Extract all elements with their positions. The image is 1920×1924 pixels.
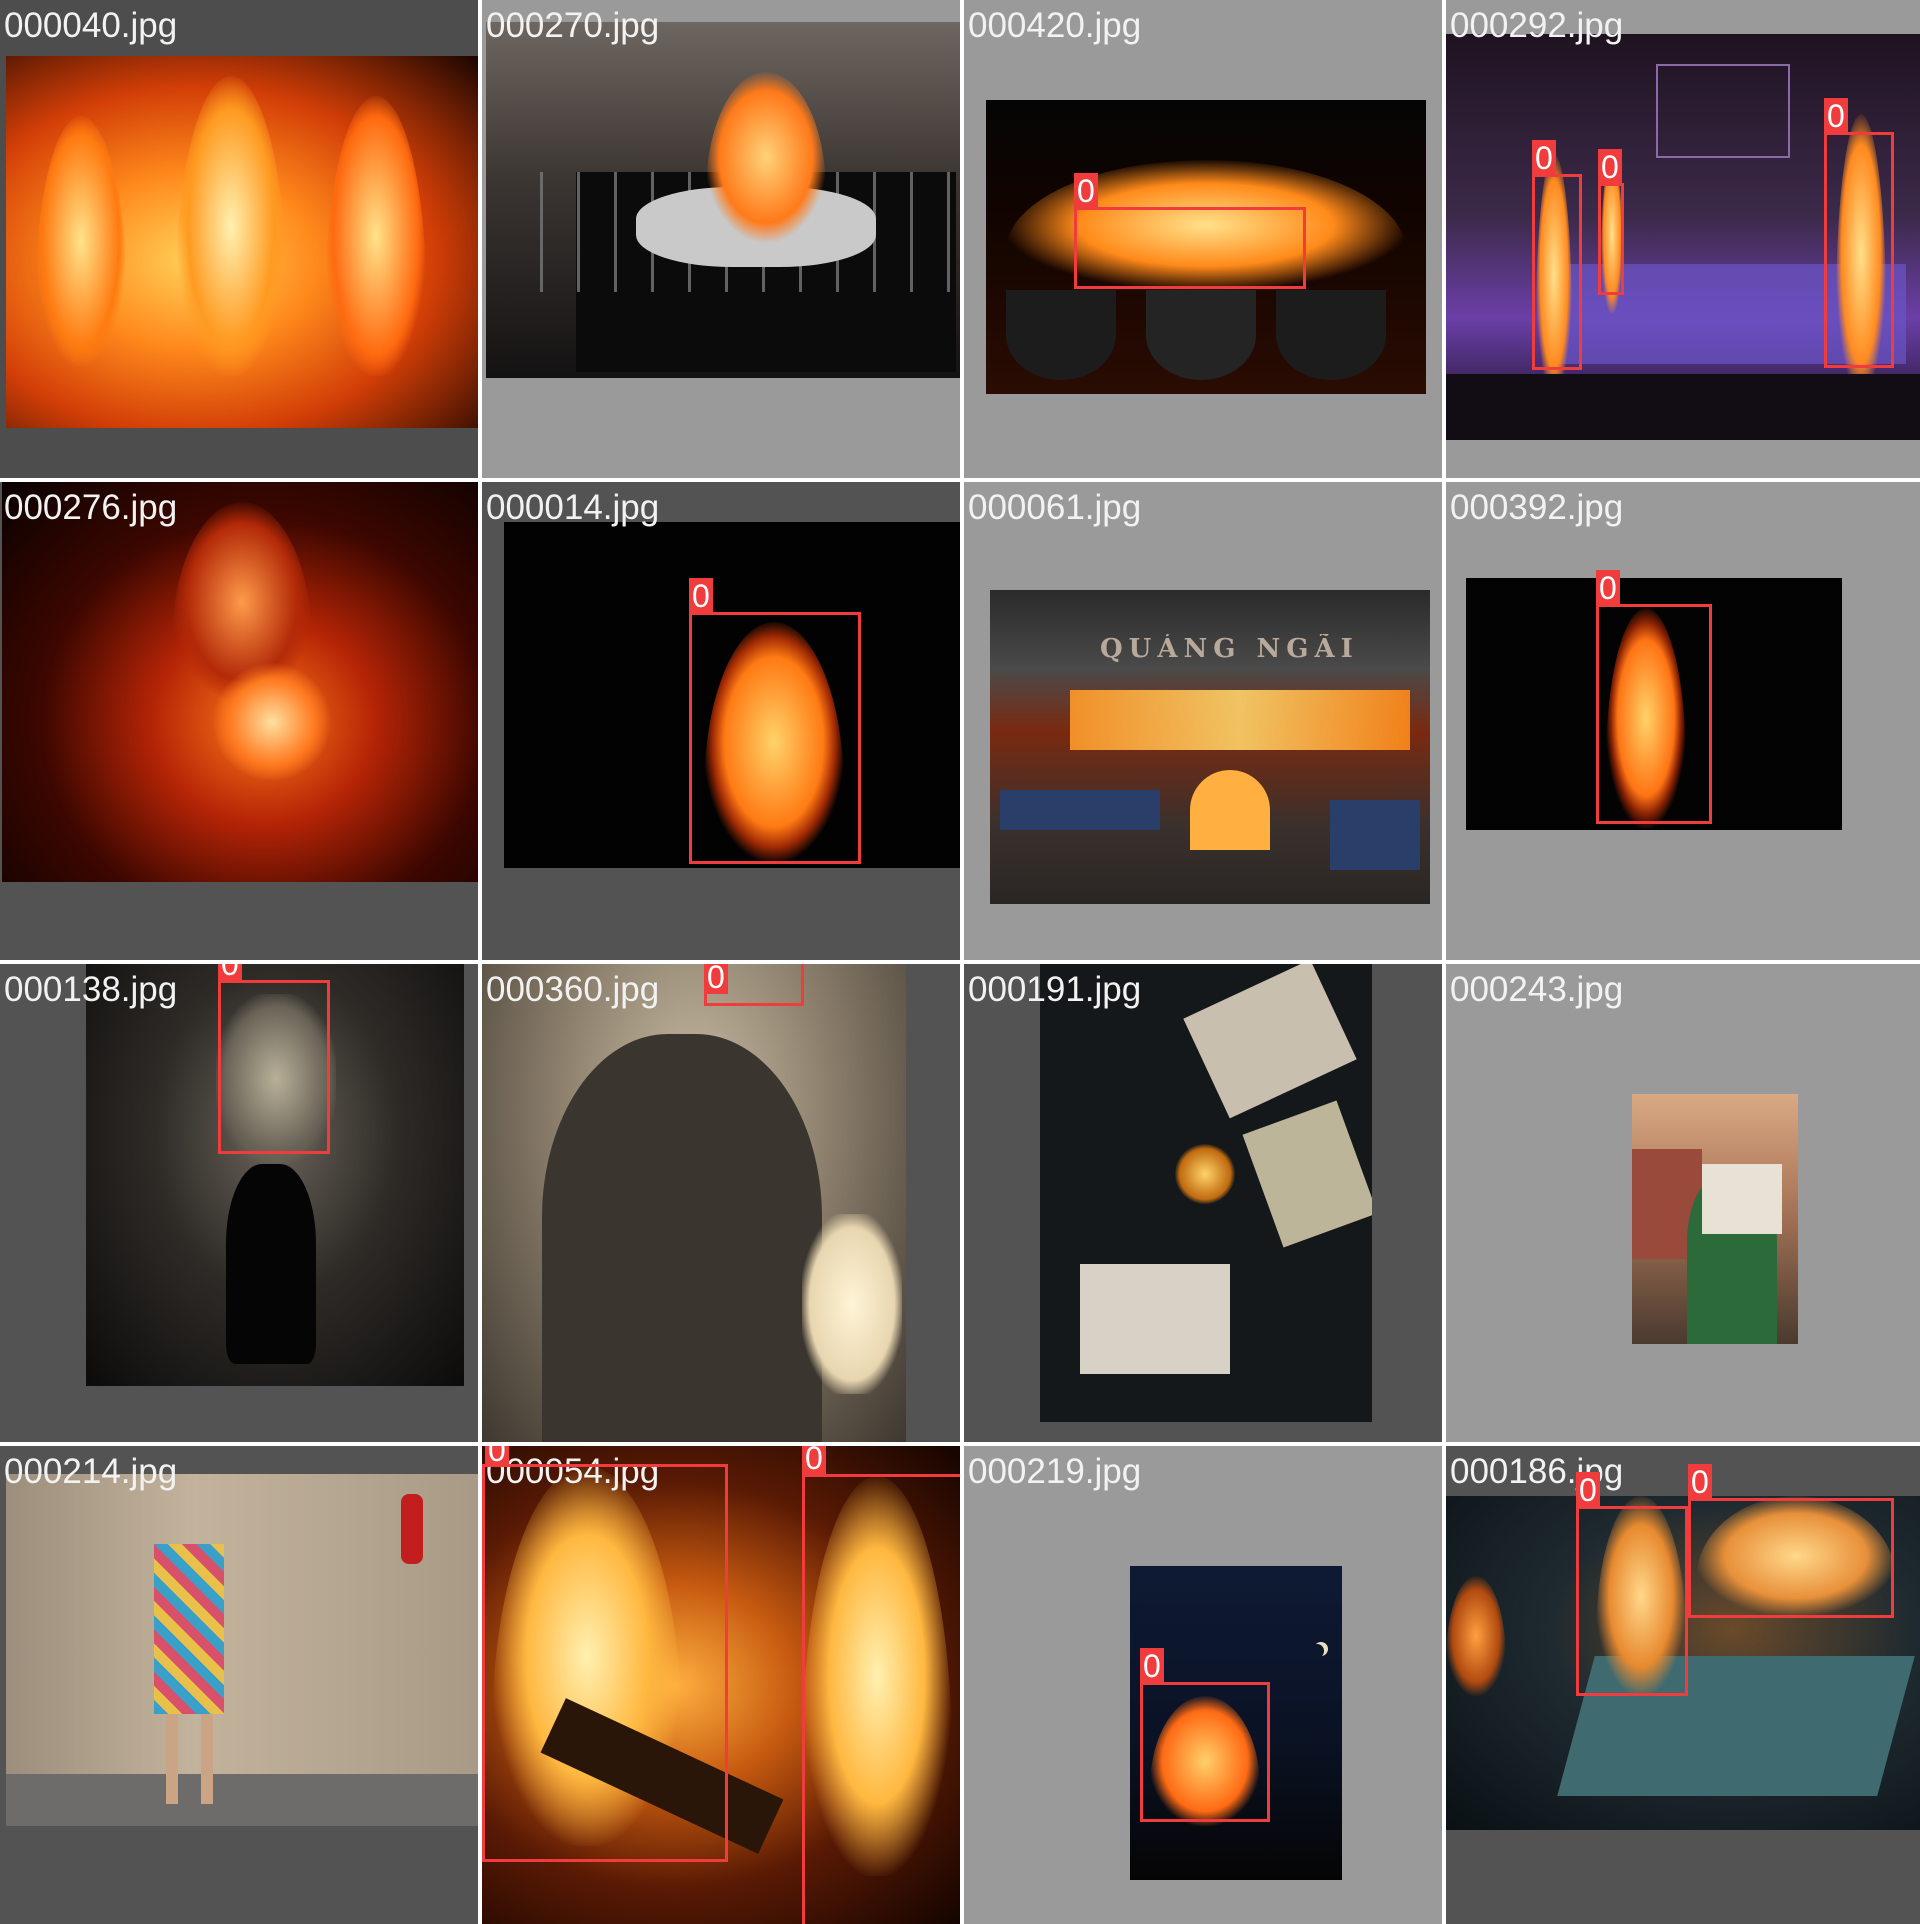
tile-000186[interactable]: 0 0 000186.jpg (1446, 1446, 1920, 1924)
tile-000191[interactable]: 000191.jpg (964, 964, 1442, 1442)
tile-000219[interactable]: 0 000219.jpg (964, 1446, 1442, 1924)
image-000191 (1040, 964, 1372, 1422)
detection-box: 0 (802, 1446, 960, 1924)
image-filename-label: 000392.jpg (1450, 488, 1624, 527)
image-filename-label: 000054.jpg (486, 1452, 660, 1491)
tile-000392[interactable]: 0 000392.jpg (1446, 482, 1920, 960)
image-filename-label: 000138.jpg (4, 970, 178, 1009)
detection-box: 0 (1688, 1464, 1894, 1618)
image-filename-label: 000040.jpg (4, 6, 178, 45)
image-000243 (1632, 1094, 1798, 1344)
image-000270 (486, 22, 960, 378)
market-sign-text: QUẢNG NGÃI (1100, 634, 1359, 664)
image-000186 (1446, 1496, 1920, 1830)
detection-box: 0 (1596, 570, 1712, 824)
class-label: 0 (1140, 1648, 1164, 1683)
image-filename-label: 000270.jpg (486, 6, 660, 45)
tile-000214[interactable]: 000214.jpg (0, 1446, 478, 1924)
class-label: 0 (1074, 173, 1098, 208)
class-label: 0 (689, 578, 713, 613)
tile-000054[interactable]: 0 0 000054.jpg (482, 1446, 960, 1924)
class-label: 0 (704, 964, 728, 994)
detection-box: 0 (1824, 98, 1894, 368)
detection-box: 0 (689, 578, 861, 864)
tile-000292[interactable]: 0 0 0 000292.jpg (1446, 0, 1920, 478)
class-label: 0 (1598, 149, 1622, 184)
image-000214 (6, 1474, 478, 1826)
image-filename-label: 000420.jpg (968, 6, 1142, 45)
detection-box: 0 (1140, 1648, 1270, 1822)
image-filename-label: 000360.jpg (486, 970, 660, 1009)
image-000360 (482, 964, 906, 1442)
detection-box: 0 (1598, 149, 1624, 295)
image-000392 (1466, 578, 1842, 830)
image-000292 (1446, 34, 1920, 440)
tile-000243[interactable]: 000243.jpg (1446, 964, 1920, 1442)
tile-000138[interactable]: 0 000138.jpg (0, 964, 478, 1442)
detection-box: 0 (704, 964, 804, 1006)
image-000014 (504, 522, 960, 868)
tile-000061[interactable]: QUẢNG NGÃI 000061.jpg (964, 482, 1442, 960)
image-filename-label: 000219.jpg (968, 1452, 1142, 1491)
image-filename-label: 000014.jpg (486, 488, 660, 527)
tile-000420[interactable]: 0 000420.jpg (964, 0, 1442, 478)
class-label: 0 (802, 1446, 826, 1475)
image-000054 (482, 1446, 960, 1924)
image-000219 (1130, 1566, 1342, 1880)
class-label: 0 (485, 1446, 509, 1467)
tile-000270[interactable]: 000270.jpg (482, 0, 960, 478)
tile-000014[interactable]: 0 000014.jpg (482, 482, 960, 960)
detection-box: 0 (1532, 140, 1582, 370)
image-000040 (6, 56, 478, 428)
detection-box: 0 (1074, 173, 1306, 289)
class-label: 0 (1596, 570, 1620, 605)
image-filename-label: 000191.jpg (968, 970, 1142, 1009)
image-filename-label: 000292.jpg (1450, 6, 1624, 45)
tile-000040[interactable]: 000040.jpg (0, 0, 478, 478)
image-filename-label: 000243.jpg (1450, 970, 1624, 1009)
detection-box: 0 (1576, 1472, 1688, 1696)
image-000420 (986, 100, 1426, 394)
tile-000360[interactable]: 0 000360.jpg (482, 964, 960, 1442)
image-filename-label: 000061.jpg (968, 488, 1142, 527)
class-label: 0 (1576, 1472, 1600, 1507)
tile-000276[interactable]: 000276.jpg (0, 482, 478, 960)
image-filename-label: 000276.jpg (4, 488, 178, 527)
class-label: 0 (218, 964, 242, 981)
detection-box: 0 (218, 964, 330, 1154)
class-label: 0 (1532, 140, 1556, 175)
class-label: 0 (1688, 1464, 1712, 1499)
class-label: 0 (1824, 98, 1848, 133)
image-000138 (86, 964, 464, 1386)
detection-box: 0 (482, 1446, 728, 1862)
image-filename-label: 000214.jpg (4, 1452, 178, 1491)
image-000276 (2, 482, 478, 882)
image-000061: QUẢNG NGÃI (990, 590, 1430, 904)
